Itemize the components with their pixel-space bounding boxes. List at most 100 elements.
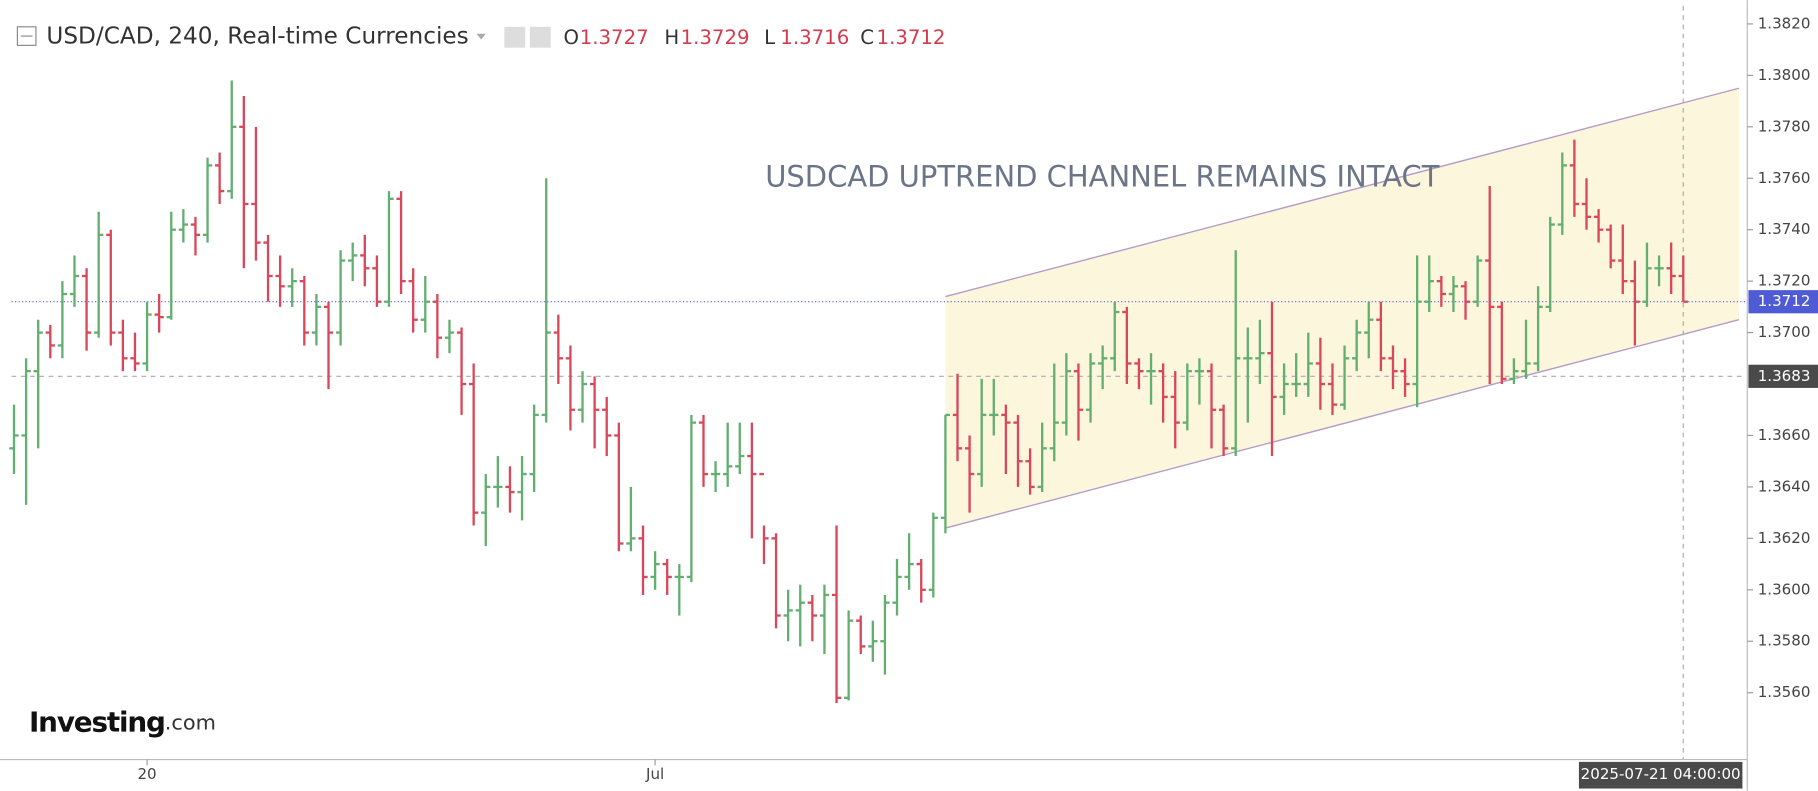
ohlc-bar: [1400, 358, 1410, 397]
ohlc-bar: [227, 80, 237, 199]
ohlc-bar: [154, 294, 164, 333]
ohlc-bar: [614, 422, 624, 552]
ohlc-bar: [1545, 216, 1555, 313]
ohlc-bar: [565, 345, 576, 431]
annotation: USDCAD UPTREND CHANNEL REMAINS INTACT: [765, 160, 1440, 194]
ohlc-bar: [819, 584, 830, 655]
header-value: 1.3727: [580, 26, 649, 49]
ohlc-bar: [1303, 332, 1313, 397]
y-tick-label: 1.3780: [1758, 117, 1811, 135]
y-tick-label: 1.3700: [1758, 323, 1811, 341]
ohlc-bar: [1364, 301, 1374, 359]
collapse-icon[interactable]: [16, 26, 37, 46]
ohlc-bar: [396, 191, 406, 295]
ohlc-bar: [577, 371, 588, 423]
ohlc-bar: [517, 456, 527, 521]
ohlc-bar: [1497, 301, 1507, 385]
ohlc-bar: [239, 95, 249, 269]
ohlc-bar: [1170, 371, 1180, 449]
y-tick-label: 1.3800: [1758, 66, 1811, 84]
ohlc-bar: [1593, 209, 1604, 243]
ohlc-bar: [1352, 319, 1362, 372]
ohlc-bar: [384, 191, 394, 307]
ohlc-bar: [844, 610, 854, 701]
ohlc-bar: [287, 268, 297, 307]
crosshair-time-box: [1578, 761, 1743, 789]
settings-icon[interactable]: [529, 26, 551, 48]
ohlc-bar: [723, 422, 733, 487]
ohlc-bar: [1218, 404, 1229, 457]
ohlc-bar: [928, 512, 938, 598]
x-tick-label: Jul: [645, 765, 664, 783]
ohlc-bar: [444, 319, 455, 354]
ohlc-bar: [771, 533, 781, 629]
y-tick-label: 1.3760: [1758, 169, 1811, 187]
ohlc-bar: [1606, 224, 1616, 269]
ohlc-bar: [1581, 178, 1592, 230]
ohlc-bar: [964, 435, 975, 513]
settings-icon[interactable]: [504, 26, 526, 48]
ohlc-bar: [348, 242, 358, 282]
last-price-box: [1748, 290, 1818, 314]
header-value: 1.3712: [877, 26, 946, 49]
ohlc-bar: [94, 211, 104, 338]
ohlc-bar: [1061, 353, 1072, 436]
ohlc-bar: [795, 584, 805, 647]
ohlc-bar: [1267, 301, 1277, 457]
ohlc-bar: [178, 209, 188, 243]
ohlc-bar: [360, 234, 370, 287]
ohlc-bar: [1412, 255, 1422, 408]
ohlc-bar: [1049, 363, 1059, 462]
crosshair-price-box: [1748, 364, 1818, 388]
header-value: 1.3716: [780, 26, 849, 49]
ohlc-bar: [118, 319, 128, 372]
ohlc-bar: [1110, 301, 1120, 372]
ohlc-bar: [190, 216, 201, 256]
header-label: H: [664, 26, 679, 49]
ohlc-bar: [1194, 358, 1205, 405]
ohlc-bar: [9, 404, 19, 475]
ohlc-bar: [1666, 242, 1676, 295]
ohlc-bar: [1001, 404, 1011, 475]
ohlc-bar: [880, 594, 890, 675]
ohlc-bar: [1448, 276, 1459, 313]
ohlc-bar: [662, 558, 672, 595]
ohlc-bar: [1085, 353, 1096, 423]
channel-line: [945, 87, 1740, 298]
last-price-label: 1.3712: [1758, 292, 1811, 310]
ohlc-bar: [335, 250, 346, 346]
ohlc-bar: [323, 301, 334, 390]
logo-name: Investing: [29, 706, 165, 739]
ohlc-bar: [868, 620, 878, 662]
ohlc-bar: [1279, 363, 1289, 415]
ohlc-bar: [81, 268, 92, 351]
ohlc-bar: [1231, 250, 1241, 457]
ohlc-bar: [505, 466, 515, 513]
ohlc-bar: [1642, 242, 1652, 307]
ohlc-bar: [1339, 345, 1350, 410]
channel-fill: [945, 88, 1739, 529]
ohlc-bar: [263, 234, 273, 302]
plot-area: [9, 5, 1745, 760]
ohlc-bar: [1485, 185, 1495, 385]
ohlc-bar: [1025, 448, 1035, 495]
chart-title: USD/CAD, 240, Real-time Currencies: [46, 23, 468, 50]
ohlc-bar: [1436, 276, 1446, 307]
ohlc-bar: [1146, 353, 1156, 405]
ohlc-bar: [57, 281, 68, 359]
ohlc-bar: [1255, 319, 1265, 385]
ohlc-bar: [299, 276, 309, 346]
ohlc-bar: [408, 268, 418, 333]
ohlc-bar: [69, 255, 80, 307]
ohlc-bar: [1073, 363, 1084, 441]
ohlc-bar: [940, 413, 951, 534]
ohlc-bar: [166, 211, 176, 320]
dropdown-arrow[interactable]: [476, 33, 486, 40]
channel-line: [945, 319, 1740, 529]
ohlc-bar: [1533, 286, 1543, 372]
y-tick-label: 1.3720: [1758, 272, 1811, 290]
ohlc-bar: [432, 294, 443, 359]
header-value: 1.3729: [681, 26, 750, 49]
ohlc-bar: [602, 396, 612, 457]
